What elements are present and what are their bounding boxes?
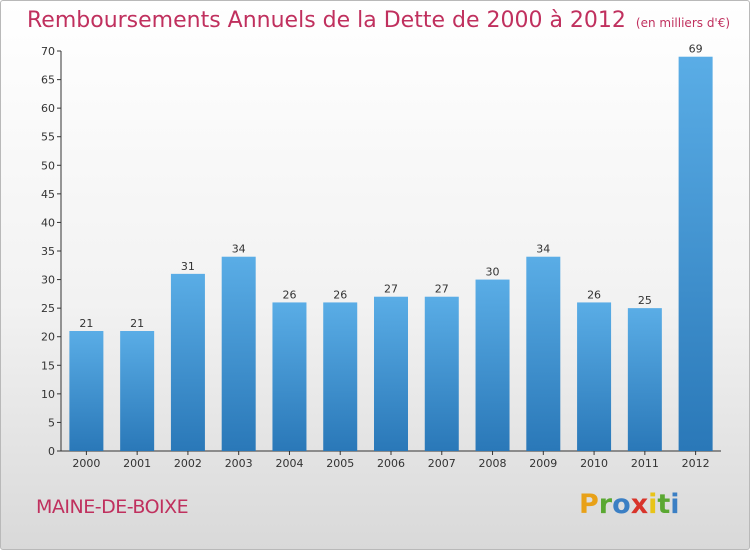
x-tick-label: 2010	[580, 457, 608, 470]
y-tick-label: 55	[41, 131, 55, 144]
y-tick-label: 70	[41, 45, 55, 58]
data-label: 26	[282, 288, 296, 301]
x-tick-label: 2001	[123, 457, 151, 470]
y-tick-label: 5	[48, 416, 55, 429]
y-tick-label: 65	[41, 74, 55, 87]
x-tick-label: 2012	[682, 457, 710, 470]
data-label: 30	[486, 266, 500, 279]
x-tick-label: 2006	[377, 457, 405, 470]
x-tick-label: 2002	[174, 457, 202, 470]
chart-title: Remboursements Annuels de la Dette de 20…	[27, 8, 730, 33]
data-label: 31	[181, 260, 195, 273]
y-tick-label: 25	[41, 302, 55, 315]
x-tick-label: 2007	[428, 457, 456, 470]
y-tick-label: 30	[41, 274, 55, 287]
title-text: Remboursements Annuels de la Dette de 20…	[27, 8, 626, 33]
data-label: 21	[130, 317, 144, 330]
bar	[170, 273, 205, 451]
y-tick-label: 45	[41, 188, 55, 201]
bar	[577, 302, 612, 451]
data-label: 69	[689, 43, 703, 56]
y-tick-label: 35	[41, 245, 55, 258]
bar	[69, 331, 104, 451]
x-tick-label: 2003	[225, 457, 253, 470]
unit-note: (en milliers d'€)	[635, 16, 731, 30]
bar	[374, 296, 408, 451]
data-label: 34	[536, 243, 550, 256]
y-tick-label: 10	[41, 388, 55, 401]
x-tick-label: 2011	[631, 457, 659, 470]
bar	[120, 331, 155, 451]
x-tick-label: 2005	[326, 457, 354, 470]
x-tick-label: 2000	[72, 457, 100, 470]
bar	[424, 296, 459, 451]
y-tick-label: 40	[41, 216, 55, 229]
data-label: 21	[79, 317, 93, 330]
bar	[475, 279, 510, 451]
commune-name: MAINE-DE-BOIXE	[36, 496, 189, 518]
x-tick-label: 2009	[529, 457, 557, 470]
bar	[526, 256, 561, 451]
bar	[678, 56, 713, 451]
bar	[221, 256, 256, 451]
y-tick-label: 15	[41, 359, 55, 372]
y-tick-label: 0	[48, 445, 55, 458]
proxiti-logo: Proxiti	[579, 489, 680, 520]
data-label: 27	[435, 283, 449, 296]
data-label: 34	[232, 243, 246, 256]
data-label: 26	[333, 288, 347, 301]
data-label: 27	[384, 283, 398, 296]
bar	[323, 302, 358, 451]
data-label: 25	[638, 294, 652, 307]
y-tick-label: 20	[41, 331, 55, 344]
y-tick-label: 60	[41, 102, 55, 115]
y-tick-label: 50	[41, 159, 55, 172]
data-label: 26	[587, 288, 601, 301]
x-tick-label: 2004	[275, 457, 303, 470]
bar	[627, 308, 662, 451]
x-tick-label: 2008	[479, 457, 507, 470]
bar	[272, 302, 307, 451]
